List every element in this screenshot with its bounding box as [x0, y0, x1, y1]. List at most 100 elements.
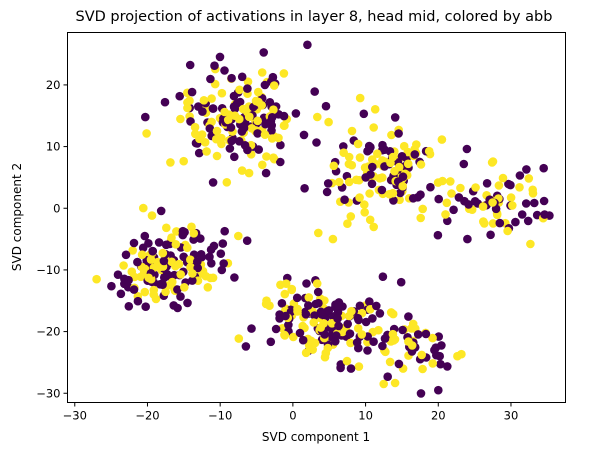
data-point [260, 80, 270, 90]
data-point [140, 287, 150, 297]
data-point [418, 204, 428, 214]
data-point [306, 336, 316, 346]
data-point [261, 168, 271, 178]
data-point [456, 183, 465, 193]
data-point [453, 351, 462, 361]
data-point [379, 379, 389, 389]
data-point [363, 346, 372, 355]
data-point [369, 222, 379, 232]
data-point [432, 350, 441, 360]
data-point [260, 130, 270, 139]
data-point [274, 133, 283, 143]
data-point [243, 77, 253, 86]
data-point [449, 205, 458, 215]
data-point [404, 337, 413, 346]
data-point [329, 161, 339, 171]
data-point [404, 312, 413, 321]
data-point [494, 181, 504, 190]
data-point [271, 324, 281, 334]
data-point [334, 301, 343, 310]
data-point [175, 91, 184, 101]
data-point [183, 103, 192, 113]
data-point [190, 122, 200, 132]
data-point [316, 323, 326, 332]
data-point [158, 248, 168, 258]
data-point [454, 193, 464, 202]
data-point [188, 269, 197, 278]
data-point [396, 277, 406, 287]
data-point [238, 104, 248, 114]
data-points [92, 40, 554, 398]
data-point [301, 310, 311, 319]
data-point [342, 356, 352, 366]
y-tick-label: −30 [36, 386, 60, 400]
data-point [166, 158, 175, 167]
data-point [310, 87, 320, 96]
data-point [436, 359, 445, 369]
data-point [202, 147, 211, 156]
data-point [178, 230, 188, 240]
data-point [206, 74, 215, 84]
data-point [333, 314, 342, 323]
data-point [523, 216, 533, 226]
data-point [193, 263, 202, 273]
data-point [388, 152, 398, 162]
data-point [237, 127, 247, 136]
data-point [368, 162, 377, 172]
data-point [140, 264, 150, 274]
data-point [124, 275, 133, 285]
data-point [197, 252, 207, 262]
data-point [345, 329, 355, 339]
data-point [160, 97, 170, 107]
plot-frame [67, 32, 566, 403]
data-point [370, 105, 380, 114]
data-point [257, 68, 267, 77]
data-point [251, 96, 261, 106]
data-point [323, 343, 333, 353]
data-point [161, 287, 170, 297]
data-point [157, 279, 167, 289]
data-point [302, 279, 311, 288]
data-point [141, 112, 150, 122]
data-point [284, 320, 293, 330]
data-point [322, 187, 332, 197]
data-point [488, 219, 498, 228]
data-point [206, 273, 215, 283]
data-point [311, 299, 321, 309]
data-point [133, 257, 142, 267]
data-point [187, 222, 196, 232]
data-point [313, 287, 323, 297]
data-point [324, 117, 333, 127]
data-point [206, 245, 216, 254]
data-point [212, 126, 222, 136]
data-point [188, 276, 197, 285]
data-point [383, 372, 393, 382]
data-point [340, 195, 349, 204]
data-point [410, 150, 420, 159]
data-point [242, 236, 252, 245]
data-point [506, 180, 515, 190]
data-point [199, 96, 209, 105]
data-point [359, 109, 369, 119]
data-point [360, 208, 370, 217]
data-point [346, 338, 355, 348]
data-point [390, 335, 400, 344]
data-point [524, 174, 534, 183]
data-point [344, 311, 354, 321]
data-point [267, 126, 276, 135]
data-point [207, 94, 216, 103]
data-point [266, 337, 276, 347]
data-point [129, 238, 139, 248]
data-point [217, 265, 227, 275]
data-point [124, 302, 134, 311]
data-point [142, 129, 151, 138]
data-point [269, 105, 278, 114]
chart-title: SVD projection of activations in layer 8… [76, 9, 553, 25]
data-point [133, 296, 143, 306]
data-point [416, 213, 426, 223]
data-point [511, 217, 520, 227]
data-point [276, 280, 285, 290]
data-point [223, 115, 233, 125]
data-point [295, 328, 305, 338]
data-point [312, 279, 322, 288]
